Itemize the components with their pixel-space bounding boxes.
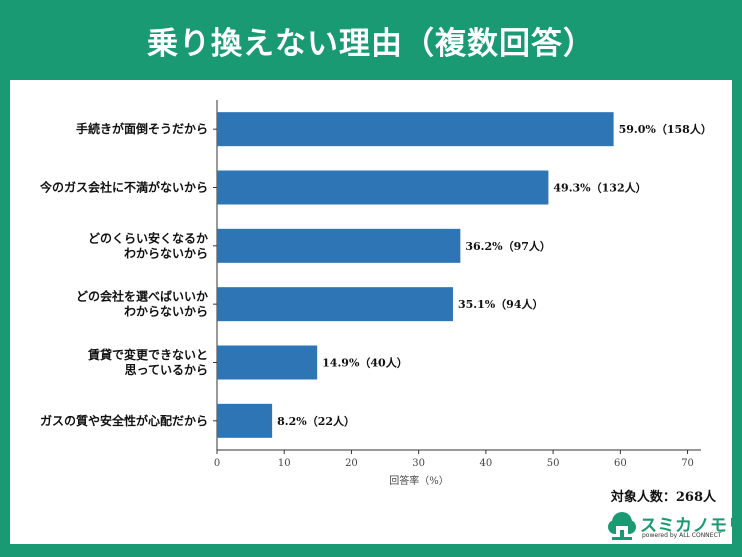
category-label: わからないから <box>124 305 208 319</box>
category-label: 賃貸で変更できないと <box>87 347 208 362</box>
chart-panel: 0 10 20 30 40 50 60 70 回答率（%） 59.0%（158人） 手続きが面倒そう… <box>10 80 732 544</box>
brand-name: スミカノモリ <box>640 516 742 536</box>
x-tick-label: 10 <box>278 458 291 469</box>
x-tick-label: 40 <box>480 458 493 469</box>
x-tick-label: 30 <box>412 458 425 469</box>
x-tick-label: 50 <box>547 458 560 469</box>
bar-value-label: 8.2%（22人） <box>277 414 355 428</box>
x-tick-label: 20 <box>345 458 358 469</box>
bar <box>217 345 318 380</box>
x-tick-label: 70 <box>681 458 694 469</box>
bar-value-label: 35.1%（94人） <box>458 297 544 311</box>
bar-value-label: 36.2%（97人） <box>465 239 551 253</box>
x-tick-label: 0 <box>214 458 220 469</box>
bar-value-label: 14.9%（40人） <box>322 356 408 370</box>
house-tree-icon <box>608 512 636 540</box>
bar-value-label: 49.3%（132人） <box>553 181 646 195</box>
bar-value-label: 59.0%（158人） <box>619 122 712 136</box>
bar <box>217 112 614 147</box>
category-label: どのくらい安くなるか <box>88 230 208 245</box>
bar <box>217 287 453 322</box>
category-label: 手続きが面倒そうだから <box>76 121 208 136</box>
bar <box>217 170 549 205</box>
category-label: 今のガス会社に不満がないから <box>39 180 208 195</box>
x-tick-label: 60 <box>614 458 627 469</box>
brand-tagline: powered by ALL CONNECT <box>642 532 722 539</box>
category-label: ガスの質や安全性が心配だから <box>40 413 208 428</box>
category-label: 思っているから <box>125 363 208 377</box>
x-axis-label: 回答率（%） <box>389 474 449 487</box>
bar <box>217 228 461 263</box>
brand-logo: スミカノモリ powered by ALL CONNECT <box>606 510 742 542</box>
bar-chart: 0 10 20 30 40 50 60 70 回答率（%） 59.0%（158人） 手続きが面倒そう… <box>39 100 712 487</box>
category-label: わからないから <box>124 246 208 260</box>
sample-size-note: 対象人数：268人 <box>610 490 716 505</box>
bar <box>217 403 273 438</box>
page-title: 乗り換えない理由（複数回答） <box>147 25 595 62</box>
category-label: どの会社を選べばいいか <box>76 289 208 304</box>
